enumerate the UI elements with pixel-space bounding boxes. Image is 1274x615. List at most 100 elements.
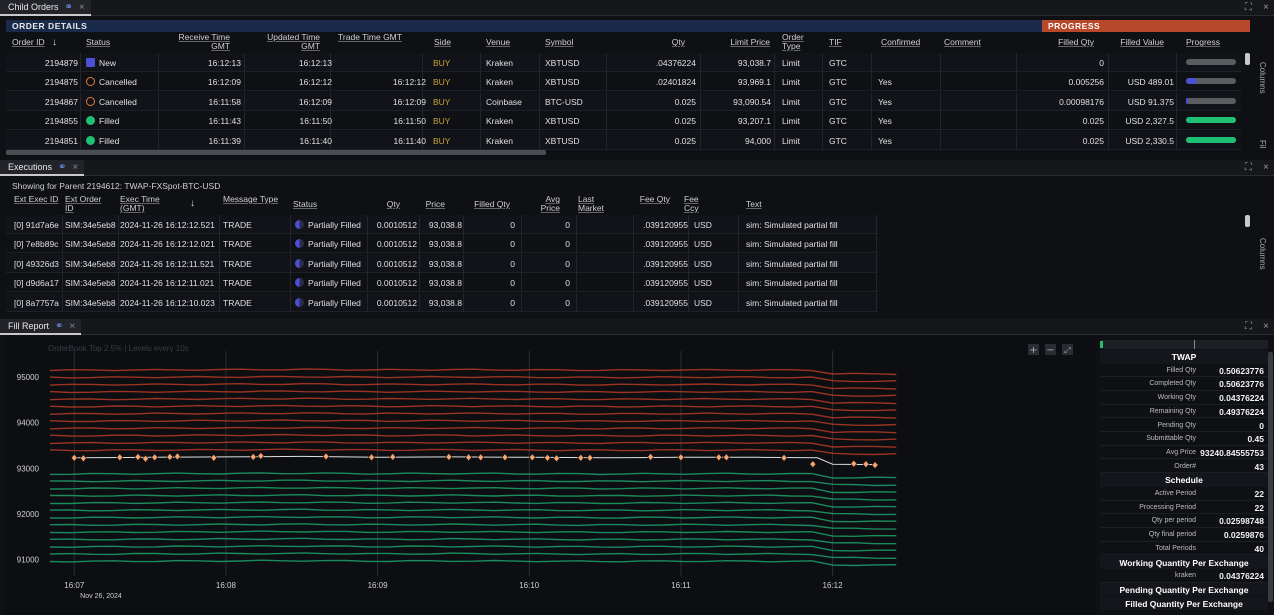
column-header[interactable]: Qty (671, 37, 685, 47)
metric-row: kraken 0.04376224 (1100, 569, 1268, 583)
column-divider (576, 273, 577, 293)
table-row[interactable]: [0] 91d7a6e SIM:34e5eb8 2024-11-26 16:12:1… (6, 215, 878, 234)
columns-side-tab[interactable]: Columns (1258, 238, 1267, 270)
column-header[interactable]: Receive Time GMT (178, 32, 231, 51)
ask-level-line (49, 382, 897, 390)
column-divider (576, 215, 577, 234)
column-header[interactable]: Qty (386, 199, 400, 209)
table-row[interactable]: [0] d9d6a17 SIM:34e5eb8 2024-11-26 16:12:1… (6, 273, 878, 293)
progress-bar-fill (1186, 136, 1236, 143)
column-header[interactable]: Text (746, 199, 762, 209)
maximize-icon[interactable]: ⛶ (1245, 162, 1252, 173)
column-header[interactable]: Message Type (223, 194, 279, 204)
column-header[interactable]: Progress (1186, 37, 1221, 47)
ask-level-line (49, 375, 897, 383)
executions-v-scrollbar[interactable] (1245, 215, 1250, 227)
metrics-v-scrollbar[interactable] (1268, 352, 1273, 602)
column-header[interactable]: Ext Order ID (65, 194, 102, 213)
column-header[interactable]: Order Type (782, 32, 804, 51)
column-header[interactable]: Filled Value (1120, 37, 1164, 47)
column-divider (606, 130, 607, 150)
column-header[interactable]: Price (425, 199, 445, 209)
metric-value: 0.04376224 (1219, 571, 1264, 582)
filters-side-tab[interactable]: Fil (1258, 140, 1267, 149)
sort-desc-icon[interactable]: ↓ (190, 198, 195, 209)
table-row[interactable]: [0] 8a7757a SIM:34e5eb8 2024-11-26 16:12:1… (6, 292, 878, 312)
column-divider (80, 111, 81, 131)
status-cell: Partially Filled (295, 258, 367, 269)
column-header[interactable]: Trade Time GMT (338, 32, 402, 42)
table-row[interactable]: 2194879 New 16:12:13 16:12:13 BUY Kraken XBTUS… (6, 53, 1241, 72)
tab-fill-report[interactable]: Fill Report ⚭ × (0, 319, 82, 335)
exec-id-cell: [0] 8a7757a (14, 297, 59, 308)
column-header[interactable]: Status (86, 37, 111, 47)
zoom-out-glyph: − (1046, 345, 1054, 356)
column-header[interactable]: Limit Price (730, 37, 770, 47)
column-divider (419, 234, 420, 254)
column-header[interactable]: Exec Time (GMT) (120, 194, 160, 213)
table-row[interactable]: 2194851 Filled 16:11:39 16:11:40 16:11:40 BUY… (6, 130, 1241, 150)
order-type-cell: Limit (782, 135, 800, 146)
column-divider (290, 215, 291, 234)
filled-qty-cell: 0 (510, 278, 515, 289)
qty-cell: 0.0010512 (376, 220, 417, 230)
column-divider (330, 53, 331, 72)
child-orders-v-scrollbar[interactable] (1245, 53, 1250, 65)
table-row[interactable]: [0] 7e8b89c SIM:34e5eb8 2024-11-26 16:12:1… (6, 234, 878, 254)
columns-side-tab[interactable]: Columns (1258, 62, 1267, 94)
close-icon[interactable]: × (69, 320, 76, 332)
tab-executions[interactable]: Executions ⚭ × (0, 160, 85, 176)
table-row[interactable]: 2194875 Cancelled 16:12:09 16:12:12 16:12:12… (6, 72, 1241, 92)
trade-time-cell: 16:12:09 (392, 96, 426, 107)
close-panel-icon[interactable]: × (1263, 162, 1269, 173)
bid-level-line (49, 486, 897, 494)
table-row[interactable]: 2194867 Cancelled 16:11:58 16:12:09 16:12:09… (6, 91, 1241, 111)
reset-zoom-icon[interactable] (1062, 344, 1073, 355)
maximize-icon[interactable]: ⛶ (1245, 2, 1252, 13)
column-header[interactable]: Status (293, 199, 318, 209)
column-header[interactable]: Ext Exec ID (14, 194, 59, 204)
column-header[interactable]: Filled Qty (474, 199, 510, 209)
close-icon[interactable]: × (72, 161, 79, 173)
maximize-icon[interactable]: ⛶ (1245, 321, 1252, 332)
tab-child-orders[interactable]: Child Orders ⚭ × (0, 0, 91, 16)
exec-id-cell: [0] 49326d3 (14, 258, 59, 269)
column-header[interactable]: Symbol (545, 37, 574, 47)
link-icon[interactable]: ⚭ (58, 161, 67, 173)
column-header[interactable]: Confirmed (881, 37, 921, 47)
table-row[interactable]: 2194855 Filled 16:11:43 16:11:50 16:11:50 BUY… (6, 111, 1241, 131)
sort-desc-icon[interactable]: ↓ (52, 37, 57, 48)
table-row[interactable]: [0] 49326d3 SIM:34e5eb8 2024-11-26 16:12:1… (6, 253, 878, 273)
bid-level-line (49, 559, 897, 567)
fill-marker (862, 460, 870, 469)
column-divider (871, 91, 872, 111)
column-header[interactable]: Last Market (578, 194, 604, 213)
column-header[interactable]: Venue (486, 37, 511, 47)
zoom-in-icon[interactable] (1028, 344, 1039, 355)
ask-level-line (49, 426, 897, 434)
column-header[interactable]: Avg Price (540, 194, 560, 213)
column-header[interactable]: Updated Time GMT (267, 32, 320, 51)
close-panel-icon[interactable]: × (1263, 321, 1269, 332)
link-icon[interactable]: ⚭ (55, 320, 64, 332)
column-header[interactable]: Fee Qty (639, 194, 670, 204)
column-header[interactable]: Fee Ccy (684, 194, 699, 213)
child-orders-h-scrollbar[interactable] (6, 150, 546, 155)
close-panel-icon[interactable]: × (1263, 2, 1269, 13)
close-icon[interactable]: × (78, 1, 85, 13)
fill-marker (249, 452, 257, 461)
updated-time-cell: 16:11:40 (299, 135, 332, 146)
column-header[interactable]: Comment (944, 37, 981, 47)
zoom-out-icon[interactable] (1045, 344, 1056, 355)
column-divider (244, 130, 245, 150)
ask-level-line (49, 441, 897, 448)
column-header[interactable]: Order ID (12, 37, 45, 47)
column-divider (219, 253, 220, 273)
column-header[interactable]: TIF (829, 37, 842, 47)
fill-report-chart[interactable]: OrderBook Top 2.5% | Levels every 10s 95… (6, 337, 1096, 615)
bid-level-line (49, 515, 897, 523)
column-divider (822, 130, 823, 150)
link-icon[interactable]: ⚭ (64, 1, 73, 13)
column-header[interactable]: Filled Qty (1058, 37, 1094, 47)
column-header[interactable]: Side (434, 37, 452, 47)
